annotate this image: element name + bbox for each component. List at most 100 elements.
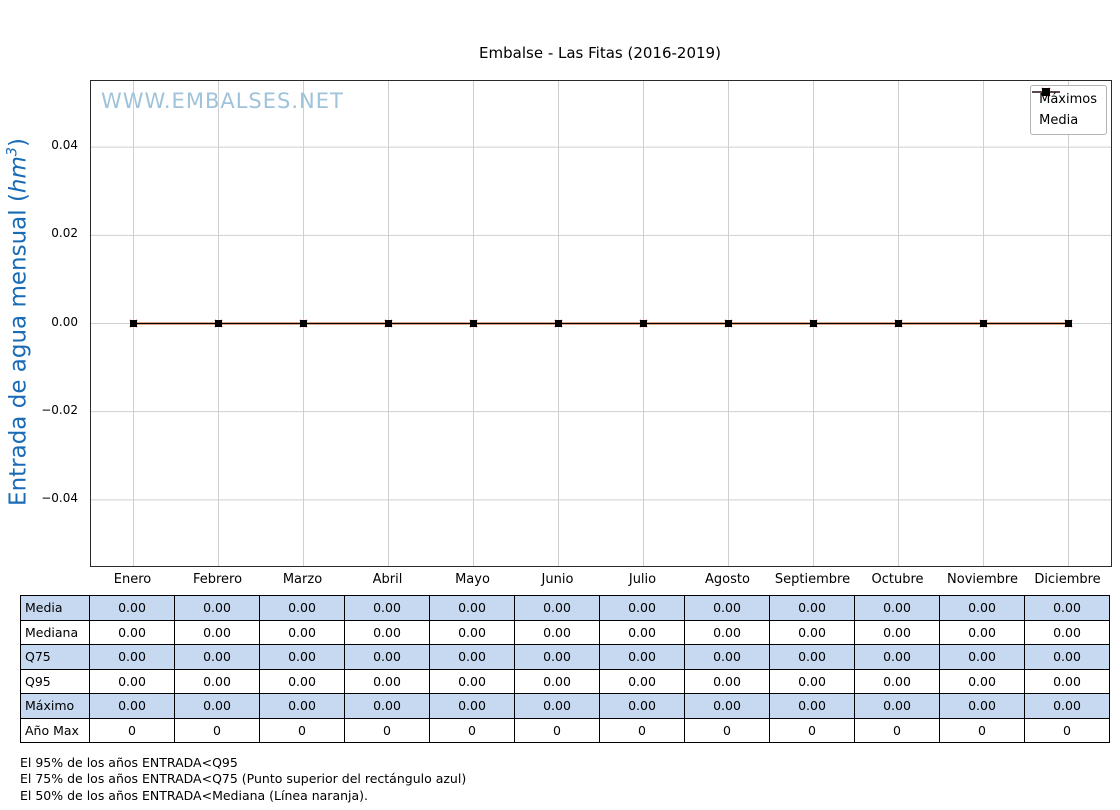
table-cell: 0.00	[175, 669, 260, 694]
table-cell: 0.00	[855, 669, 940, 694]
table-row-header: Año Max	[21, 718, 90, 743]
y-tick-label: −0.02	[41, 402, 78, 417]
table-cell: 0.00	[1025, 645, 1110, 670]
x-tick-label: Agosto	[705, 572, 750, 587]
table-row: Mediana 0.00 0.00 0.00 0.00 0.00 0.00 0.00 0.00 0…	[21, 620, 1110, 645]
table-cell: 0.00	[940, 596, 1025, 621]
table-cell: 0.00	[345, 694, 430, 719]
table-cell: 0.00	[430, 694, 515, 719]
table-cell: 0.00	[940, 694, 1025, 719]
marker-square	[1065, 320, 1072, 327]
chart-canvas	[91, 81, 1111, 566]
table-cell: 0.00	[855, 596, 940, 621]
x-tick-label: Julio	[628, 572, 657, 587]
table-cell: 0	[345, 718, 430, 743]
x-tick-label: Septiembre	[774, 572, 851, 587]
x-tick-label: Diciembre	[1034, 572, 1101, 587]
table-cell: 0.00	[175, 645, 260, 670]
marker-square	[130, 320, 137, 327]
table-cell: 0.00	[260, 596, 345, 621]
marker-square	[895, 320, 902, 327]
table-cell: 0.00	[345, 669, 430, 694]
table-row-header: Máximo	[21, 694, 90, 719]
table-cell: 0.00	[940, 669, 1025, 694]
table-cell: 0.00	[515, 694, 600, 719]
table-row: Año Max 0 0 0 0 0 0 0 0 0 0 0 0	[21, 718, 1110, 743]
marker-square	[385, 320, 392, 327]
marker-square	[215, 320, 222, 327]
table-row: Q95 0.00 0.00 0.00 0.00 0.00 0.00 0.00 0.00 0.00 0…	[21, 669, 1110, 694]
table-cell: 0.00	[1025, 596, 1110, 621]
table-cell: 0	[855, 718, 940, 743]
table-cell: 0	[685, 718, 770, 743]
marker-square	[470, 320, 477, 327]
table-row-header: Q75	[21, 645, 90, 670]
table-row: Q75 0.00 0.00 0.00 0.00 0.00 0.00 0.00 0.00 0.00 0…	[21, 645, 1110, 670]
table-cell: 0.00	[770, 645, 855, 670]
table-cell: 0.00	[260, 694, 345, 719]
table-cell: 0.00	[770, 596, 855, 621]
x-axis-ticks: Enero Febrero Marzo Abril Mayo Junio Julio Agos…	[20, 572, 1110, 587]
table-cell: 0	[1025, 718, 1110, 743]
y-tick-label: 0.00	[51, 314, 78, 329]
table-cell: 0.00	[260, 669, 345, 694]
table-cell: 0.00	[770, 620, 855, 645]
table-cell: 0	[430, 718, 515, 743]
table-cell: 0	[770, 718, 855, 743]
table-cell: 0.00	[175, 620, 260, 645]
marker-square	[555, 320, 562, 327]
table-cell: 0.00	[260, 645, 345, 670]
table-cell: 0.00	[345, 620, 430, 645]
chart-title: Embalse - Las Fitas (2016-2019)	[479, 44, 721, 62]
table-cell: 0	[90, 718, 175, 743]
x-tick-label: Febrero	[192, 572, 243, 587]
table-cell: 0.00	[90, 669, 175, 694]
table-cell: 0.00	[1025, 694, 1110, 719]
table-cell: 0	[260, 718, 345, 743]
table-cell: 0.00	[430, 596, 515, 621]
table-cell: 0.00	[685, 694, 770, 719]
table-cell: 0.00	[600, 645, 685, 670]
table-row-header: Q95	[21, 669, 90, 694]
table-cell: 0.00	[1025, 669, 1110, 694]
table-cell: 0.00	[430, 620, 515, 645]
stats-table: Media 0.00 0.00 0.00 0.00 0.00 0.00 0.00 0.00 0.0…	[20, 595, 1110, 743]
x-tick-label: Abril	[372, 572, 403, 587]
table-cell: 0	[175, 718, 260, 743]
legend-item-media: Media	[1032, 88, 1097, 128]
table-cell: 0.00	[430, 669, 515, 694]
table-cell: 0	[600, 718, 685, 743]
legend-label-maximos: Máximos	[1039, 92, 1097, 107]
table-row: Media 0.00 0.00 0.00 0.00 0.00 0.00 0.00 0.00 0.0…	[21, 596, 1110, 621]
plot-area: WWW.EMBALSES.NET Máximos Media	[90, 80, 1112, 567]
table-cell: 0.00	[175, 596, 260, 621]
x-tick-label: Marzo	[282, 572, 323, 587]
table-cell: 0.00	[600, 596, 685, 621]
footnote: El 75% de los años ENTRADA<Q75 (Punto su…	[20, 771, 467, 787]
table-cell: 0.00	[1025, 620, 1110, 645]
y-tick-label: 0.02	[51, 226, 78, 241]
table-cell: 0.00	[515, 669, 600, 694]
table-cell: 0.00	[685, 620, 770, 645]
table-cell: 0.00	[260, 620, 345, 645]
legend-label-media: Media	[1039, 113, 1079, 128]
x-tick-label: Enero	[113, 572, 152, 587]
footnote: El 50% de los años ENTRADA<Mediana (Líne…	[20, 787, 369, 803]
table-cell: 0.00	[600, 620, 685, 645]
table-cell: 0.00	[90, 596, 175, 621]
y-tick-label: −0.04	[41, 490, 78, 505]
table-cell: 0.00	[515, 620, 600, 645]
marker-square	[300, 320, 307, 327]
table-cell: 0.00	[855, 620, 940, 645]
table-cell: 0	[940, 718, 1025, 743]
marker-square	[980, 320, 987, 327]
table-cell: 0.00	[685, 669, 770, 694]
legend: Máximos Media	[1030, 85, 1107, 135]
table-row-header: Mediana	[21, 620, 90, 645]
table-cell: 0.00	[855, 694, 940, 719]
y-tick-label: 0.04	[51, 138, 78, 153]
x-axis-spacer	[20, 572, 90, 587]
table-cell: 0.00	[685, 596, 770, 621]
table-cell: 0.00	[685, 645, 770, 670]
